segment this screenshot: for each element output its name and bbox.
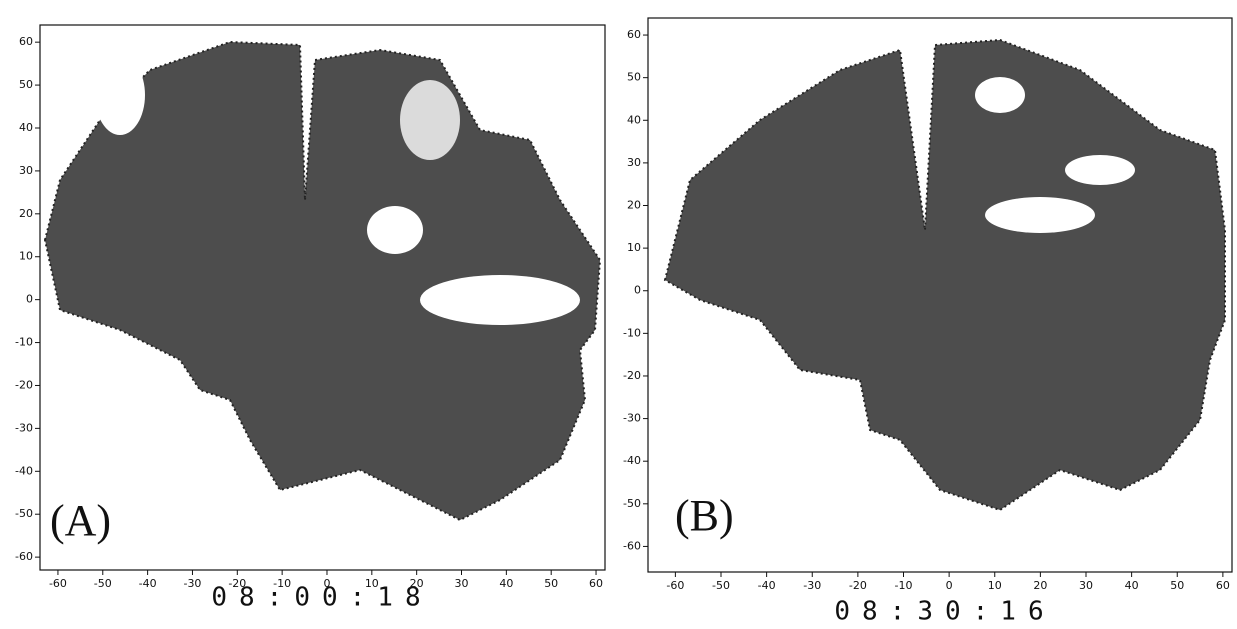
- y-tick-label: -40: [623, 454, 641, 467]
- y-tick-label: 60: [627, 28, 641, 41]
- x-tick-label: 40: [1125, 579, 1139, 592]
- echo-gap: [985, 197, 1095, 233]
- time-caption: 08:30:16: [834, 597, 1055, 627]
- x-tick-label: -10: [273, 577, 291, 590]
- x-tick-label: 30: [455, 577, 469, 590]
- x-tick-label: 0: [946, 579, 953, 592]
- x-tick-label: -20: [849, 579, 867, 592]
- y-tick-label: 20: [19, 207, 33, 220]
- x-tick-label: -50: [712, 579, 730, 592]
- echo-b: [663, 38, 1226, 512]
- y-tick-label: 0: [26, 293, 33, 306]
- y-tick-label: -20: [15, 378, 33, 391]
- time-caption: 08:00:18: [211, 583, 432, 613]
- y-tick-label: -30: [15, 421, 33, 434]
- y-tick-label: 20: [627, 199, 641, 212]
- echo-region: [43, 40, 602, 522]
- x-tick-label: 10: [365, 577, 379, 590]
- y-tick-label: 50: [627, 71, 641, 84]
- plot-frame: [647, 17, 1233, 573]
- echo-gap: [420, 275, 580, 325]
- y-tick-label: 40: [19, 121, 33, 134]
- panel-label: (A): [50, 496, 111, 545]
- x-tick-label: -60: [666, 579, 684, 592]
- echo-gap: [975, 77, 1025, 113]
- x-tick-label: 20: [410, 577, 424, 590]
- panel-label: (B): [675, 491, 734, 540]
- y-tick-label: 0: [634, 284, 641, 297]
- x-tick-label: -40: [758, 579, 776, 592]
- y-tick-label: -30: [623, 412, 641, 425]
- y-tick-label: 10: [627, 241, 641, 254]
- x-tick-label: 50: [1170, 579, 1184, 592]
- y-tick-label: 40: [627, 113, 641, 126]
- y-tick-label: -50: [623, 497, 641, 510]
- x-tick-label: 20: [1033, 579, 1047, 592]
- x-tick-label: 30: [1079, 579, 1093, 592]
- x-tick-label: -40: [139, 577, 157, 590]
- y-tick-label: -10: [15, 336, 33, 349]
- y-tick-label: -60: [15, 550, 33, 563]
- echo-gap: [95, 55, 145, 135]
- x-tick-label: -30: [183, 577, 201, 590]
- x-tick-label: -20: [228, 577, 246, 590]
- y-tick-label: -50: [15, 507, 33, 520]
- y-tick-label: 30: [627, 156, 641, 169]
- echo-gap: [400, 80, 460, 160]
- plot-frame: [39, 24, 606, 571]
- echo-gap: [1065, 155, 1135, 185]
- x-tick-label: 60: [1216, 579, 1230, 592]
- x-tick-label: -30: [803, 579, 821, 592]
- x-tick-label: 40: [499, 577, 513, 590]
- echo-gap: [367, 206, 423, 254]
- x-tick-label: 10: [988, 579, 1002, 592]
- x-tick-label: 0: [323, 577, 330, 590]
- x-tick-label: -50: [94, 577, 112, 590]
- y-tick-label: 30: [19, 164, 33, 177]
- x-tick-label: 60: [589, 577, 603, 590]
- y-tick-label: 50: [19, 78, 33, 91]
- echo-a: [43, 40, 602, 522]
- echo-region: [663, 38, 1226, 512]
- y-tick-label: -60: [623, 539, 641, 552]
- x-tick-label: -10: [895, 579, 913, 592]
- y-tick-label: -40: [15, 464, 33, 477]
- x-tick-label: 50: [544, 577, 558, 590]
- x-tick-label: -60: [49, 577, 67, 590]
- y-tick-label: -20: [623, 369, 641, 382]
- y-tick-label: 10: [19, 250, 33, 263]
- y-tick-label: -10: [623, 326, 641, 339]
- y-tick-label: 60: [19, 35, 33, 48]
